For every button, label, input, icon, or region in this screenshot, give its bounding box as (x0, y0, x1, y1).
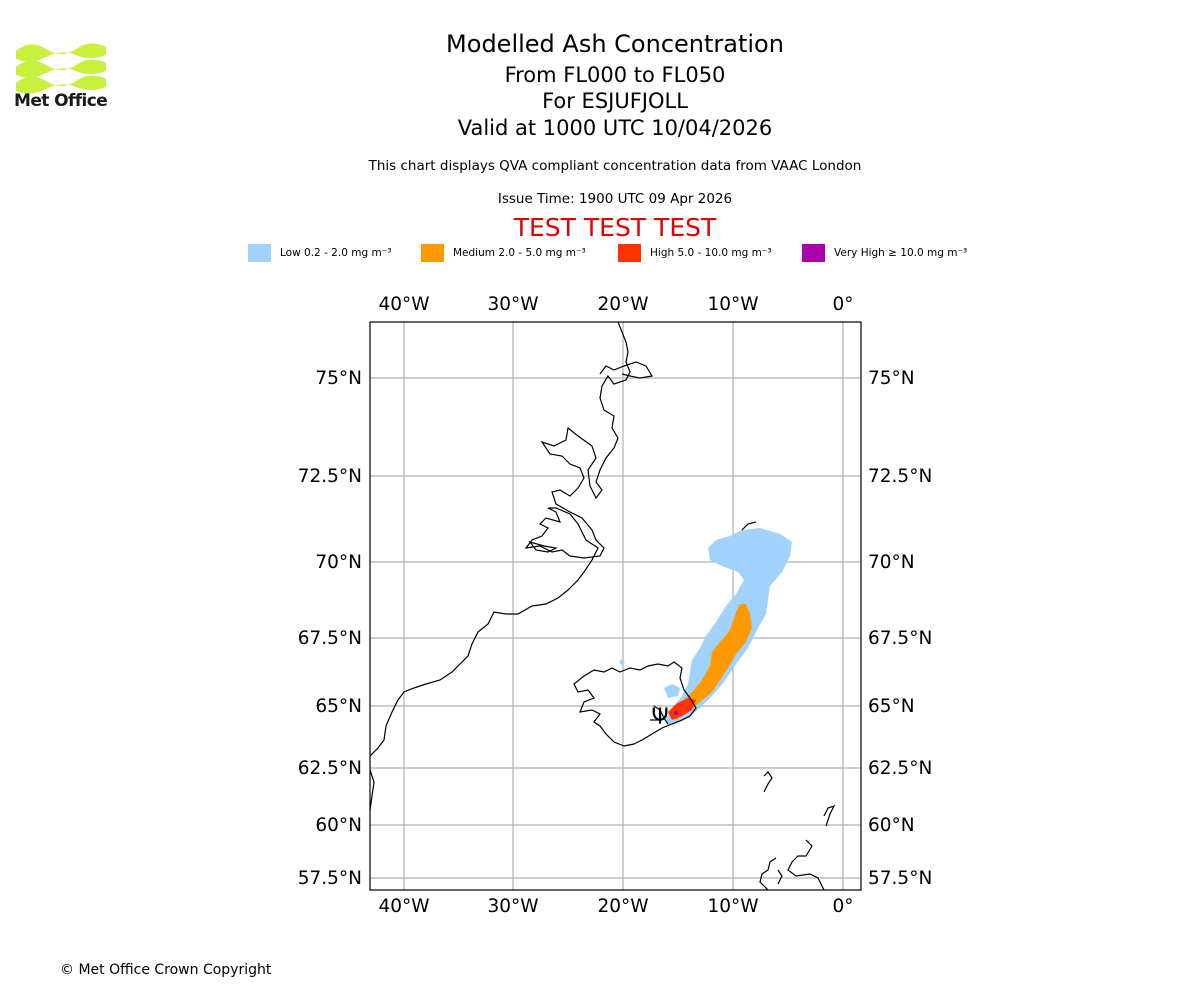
lat-ticks-left: 75°N 72.5°N 70°N 67.5°N 65°N 62.5°N 60°N… (298, 368, 362, 889)
coastlines (370, 322, 836, 890)
faroe-islands (763, 771, 773, 793)
lat-tick-label: 62.5°N (298, 758, 362, 779)
iceland-coast (573, 661, 697, 747)
lon-tick-label: 30°W (487, 896, 538, 917)
lat-tick-label: 75°N (315, 368, 362, 389)
lat-tick-label: 75°N (868, 368, 915, 389)
lon-tick-label: 40°W (378, 896, 429, 917)
legend-item-low: Low 0.2 - 2.0 mg m⁻³ (248, 244, 391, 262)
lat-tick-label: 57.5°N (868, 868, 932, 889)
scotland-coast (759, 839, 825, 890)
greenland-coast (370, 322, 631, 757)
issue-time: Issue Time: 1900 UTC 09 Apr 2026 (497, 191, 733, 207)
gridlines (370, 322, 861, 890)
legend-label-low: Low 0.2 - 2.0 mg m⁻³ (280, 247, 392, 259)
ash-area-low-west (664, 684, 680, 698)
lon-tick-label: 10°W (707, 294, 758, 315)
lon-ticks-top: 40°W 30°W 20°W 10°W 0° (378, 294, 853, 315)
ash-area-low (666, 528, 792, 726)
lon-tick-label: 0° (832, 294, 853, 315)
lat-tick-label: 65°N (315, 696, 362, 717)
lat-tick-label: 67.5°N (868, 628, 932, 649)
volcano-marker (650, 705, 669, 725)
legend-item-very-high: Very High ≥ 10.0 mg m⁻³ (802, 244, 967, 262)
ash-area-medium (670, 604, 752, 720)
legend-item-high: High 5.0 - 10.0 mg m⁻³ (618, 244, 772, 262)
flight-levels: From FL000 to FL050 (504, 63, 726, 87)
legend-swatch-high (618, 244, 641, 262)
lat-ticks-right: 75°N 72.5°N 70°N 67.5°N 65°N 62.5°N 60°N… (868, 368, 932, 889)
lon-tick-label: 20°W (597, 294, 648, 315)
lat-tick-label: 57.5°N (298, 868, 362, 889)
copyright-notice: © Met Office Crown Copyright (60, 962, 272, 978)
volcano-name: For ESJUFJOLL (542, 89, 688, 113)
legend-label-high: High 5.0 - 10.0 mg m⁻³ (650, 247, 772, 259)
lat-tick-label: 60°N (315, 815, 362, 836)
ash-area-very-high (674, 711, 678, 715)
chart-title: Modelled Ash Concentration (446, 30, 784, 58)
legend-swatch-low (248, 244, 271, 262)
jan-mayen (741, 521, 757, 531)
ash-area-low-dot (619, 659, 625, 665)
lon-tick-label: 30°W (487, 294, 538, 315)
lat-tick-label: 65°N (868, 696, 915, 717)
lat-tick-label: 70°N (315, 552, 362, 573)
lon-tick-label: 20°W (597, 896, 648, 917)
lat-tick-label: 67.5°N (298, 628, 362, 649)
lat-tick-label: 62.5°N (868, 758, 932, 779)
met-office-logo-icon (16, 43, 106, 94)
lat-tick-label: 72.5°N (298, 466, 362, 487)
lat-tick-label: 60°N (868, 815, 915, 836)
volcano-symbol: Ψ (651, 705, 668, 730)
legend-label-medium: Medium 2.0 - 5.0 mg m⁻³ (453, 247, 586, 259)
logo-text: Met Office (14, 91, 108, 111)
legend-item-medium: Medium 2.0 - 5.0 mg m⁻³ (421, 244, 586, 262)
lon-ticks-bottom: 40°W 30°W 20°W 10°W 0° (378, 896, 853, 917)
legend-swatch-very-high (802, 244, 825, 262)
map-frame (369, 321, 862, 891)
test-banner: TEST TEST TEST (513, 213, 717, 242)
chart-description: This chart displays QVA compliant concen… (368, 158, 862, 174)
ash-plume (619, 528, 792, 726)
lon-tick-label: 40°W (378, 294, 429, 315)
legend-swatch-medium (421, 244, 444, 262)
lon-tick-label: 0° (832, 896, 853, 917)
lat-tick-label: 72.5°N (868, 466, 932, 487)
valid-time: Valid at 1000 UTC 10/04/2026 (457, 116, 773, 140)
greenland-south (370, 769, 375, 811)
lon-tick-label: 10°W (707, 896, 758, 917)
shetland (823, 804, 836, 827)
greenland-fjord-2 (528, 540, 558, 553)
legend-label-very-high: Very High ≥ 10.0 mg m⁻³ (834, 247, 968, 259)
greenland-fjord-1 (599, 361, 653, 379)
lat-tick-label: 70°N (868, 552, 915, 573)
